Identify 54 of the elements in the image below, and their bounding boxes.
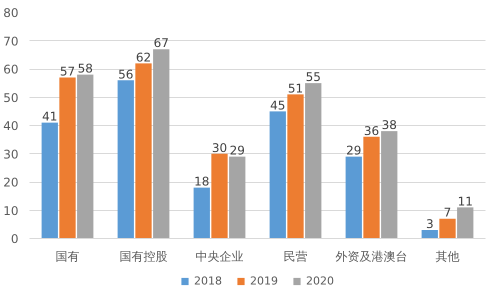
y-tick-label: 0	[10, 232, 19, 246]
data-label: 56	[118, 67, 134, 82]
y-tick-label: 40	[3, 119, 19, 133]
data-label: 58	[78, 62, 93, 76]
bar	[457, 207, 474, 238]
data-label: 38	[382, 118, 397, 132]
data-label: 18	[194, 174, 210, 189]
data-label: 51	[288, 81, 304, 96]
y-tick-label: 60	[3, 62, 19, 76]
bar	[59, 77, 76, 238]
y-tick-label: 20	[3, 176, 19, 190]
bar	[42, 122, 58, 238]
data-label: 29	[346, 144, 362, 158]
x-tick-label: 国有控股	[120, 250, 168, 264]
bar	[381, 131, 398, 238]
bar	[270, 111, 286, 238]
bar	[194, 188, 210, 238]
data-label: 3	[426, 217, 434, 232]
data-label: 45	[270, 98, 286, 112]
bar	[305, 83, 322, 238]
x-tick-label: 其他	[436, 250, 460, 264]
data-label: 67	[154, 36, 169, 50]
bar	[118, 80, 134, 238]
x-tick-label: 外资及港澳台	[336, 250, 408, 264]
bar	[135, 63, 152, 238]
y-tick-label: 80	[3, 6, 19, 20]
x-tick-label: 民营	[284, 250, 308, 264]
data-label: 41	[42, 110, 58, 124]
data-label: 62	[136, 50, 152, 64]
y-tick-label: 30	[3, 147, 19, 162]
legend-label: 2019	[250, 274, 278, 288]
bar	[422, 230, 438, 238]
legend-label: 2020	[306, 274, 334, 288]
data-label: 30	[212, 140, 228, 155]
data-label: 11	[458, 194, 473, 208]
bar	[287, 94, 304, 238]
data-label: 57	[60, 64, 76, 78]
legend-label: 2018	[194, 274, 222, 288]
y-tick-label: 70	[3, 34, 19, 48]
x-tick-label: 国有	[56, 250, 80, 264]
data-label: 7	[444, 206, 452, 220]
data-label: 29	[230, 144, 245, 158]
bar	[77, 74, 94, 238]
y-tick-label: 10	[3, 204, 19, 218]
data-label: 36	[364, 124, 380, 138]
bar	[439, 218, 456, 238]
bar	[363, 136, 380, 238]
bar	[153, 49, 170, 238]
y-tick-label: 50	[3, 90, 19, 105]
x-tick-label: 中央企业	[196, 250, 244, 264]
bar	[346, 156, 362, 238]
bar	[211, 154, 228, 238]
bar	[229, 156, 246, 238]
data-label: 55	[306, 70, 321, 84]
